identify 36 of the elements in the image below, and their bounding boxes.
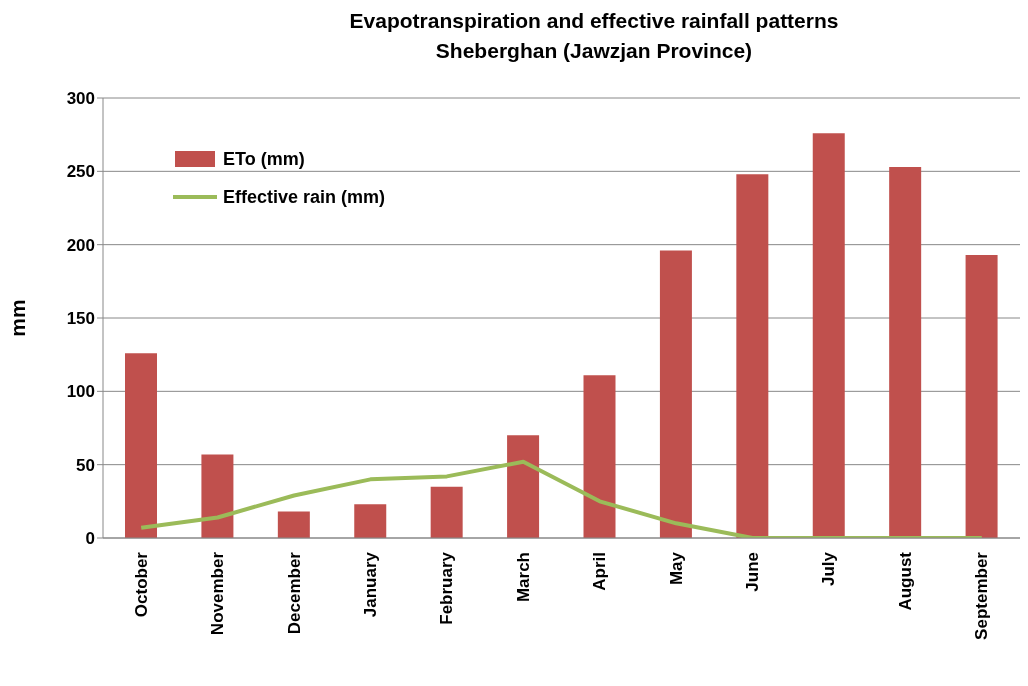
line-series <box>139 459 984 538</box>
y-tick-label: 100 <box>66 382 95 402</box>
chart-title: Evapotranspiration and effective rainfall patterns Sheberghan (Jawzjan Province) <box>348 8 840 64</box>
x-tick-label: April <box>590 552 610 591</box>
x-tick-label: May <box>666 551 686 586</box>
x-tick-label: March <box>513 552 533 603</box>
x-tick-label: December <box>284 551 304 635</box>
y-tick-label: 300 <box>66 89 95 109</box>
y-tick-label: 250 <box>66 162 95 182</box>
x-tick-label: October <box>131 551 151 618</box>
x-tick-label: June <box>743 552 763 592</box>
x-tick-label: January <box>360 551 380 618</box>
legend-label: Effective rain (mm) <box>223 186 386 209</box>
y-tick-label: 150 <box>66 309 95 329</box>
x-tick-label: November <box>208 551 228 636</box>
bar <box>889 166 922 538</box>
y-axis-title: mm <box>6 299 30 337</box>
legend-label: ETo (mm) <box>223 148 305 171</box>
bar <box>965 254 998 538</box>
x-tick-label: February <box>437 551 457 625</box>
bar <box>659 250 692 538</box>
x-tick-label: July <box>819 551 839 587</box>
y-tick-label: 0 <box>85 529 95 549</box>
bar <box>125 353 157 538</box>
y-tick-label: 50 <box>76 455 95 475</box>
bar <box>736 174 769 538</box>
x-tick-label: September <box>972 551 992 640</box>
bar <box>430 486 463 538</box>
x-tick-label: August <box>895 551 915 611</box>
bar <box>507 435 540 538</box>
bar <box>354 504 387 538</box>
bar <box>812 133 845 538</box>
bar <box>277 511 310 538</box>
bar <box>201 454 234 538</box>
y-tick-label: 200 <box>66 235 95 255</box>
bar <box>583 375 616 538</box>
